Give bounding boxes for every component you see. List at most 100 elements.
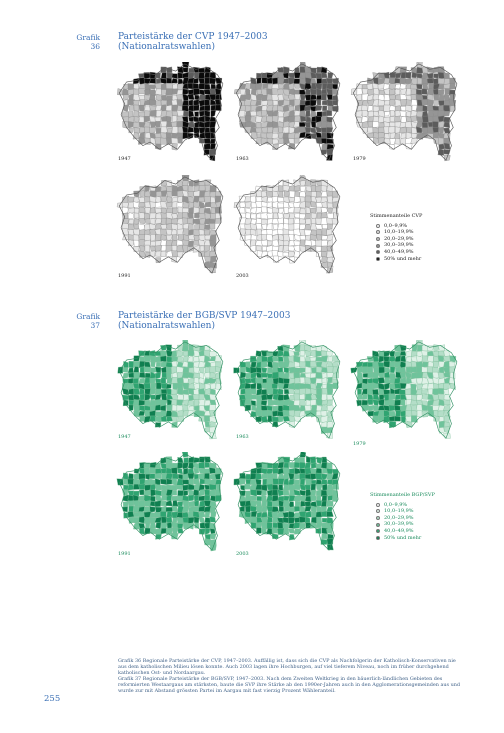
map-municipality (399, 126, 407, 134)
map-municipality (139, 415, 145, 422)
map-municipality (182, 228, 190, 236)
map-municipality (256, 527, 262, 534)
map-municipality (127, 207, 135, 214)
map-municipality (255, 239, 263, 247)
map-municipality (143, 116, 150, 123)
map-municipality (421, 377, 429, 385)
map-municipality (128, 219, 134, 224)
legend-item: 30,0–39,9% (370, 521, 435, 528)
map-municipality (160, 500, 167, 507)
map-municipality (304, 350, 312, 357)
map-municipality (138, 250, 146, 258)
map-municipality (293, 245, 301, 252)
map-municipality (154, 483, 162, 491)
map-municipality (383, 382, 391, 390)
map-municipality (372, 121, 379, 128)
map-municipality (315, 372, 323, 379)
map-municipality (128, 239, 135, 247)
map-municipality (298, 201, 306, 209)
map-municipality (165, 66, 173, 74)
map-municipality (443, 72, 450, 80)
map-municipality (433, 99, 440, 106)
map-municipality (193, 467, 199, 475)
map-municipality (377, 398, 385, 407)
map-municipality (309, 99, 317, 107)
map-municipality (271, 132, 279, 139)
map-municipality (293, 351, 300, 357)
map-municipality (149, 522, 156, 530)
map-municipality (182, 350, 190, 358)
map-municipality (288, 245, 296, 252)
legend-title: Stimmenanteile BGP/SVP (370, 492, 435, 498)
map-municipality (133, 83, 140, 90)
map-municipality (198, 462, 205, 469)
title-line-2: (Nationalratswahlen) (118, 321, 215, 331)
map-municipality (194, 94, 200, 101)
map-municipality (293, 83, 301, 89)
map-municipality (209, 229, 217, 236)
legend-label: 40,0–49,9% (384, 248, 414, 255)
map-municipality (199, 245, 205, 252)
map-municipality (127, 500, 135, 507)
map-municipality (304, 121, 311, 129)
map-municipality (271, 489, 279, 496)
map-municipality (149, 377, 156, 384)
map-municipality (321, 71, 328, 79)
map-municipality (355, 110, 364, 118)
map-municipality (309, 234, 318, 241)
map-municipality (210, 110, 216, 118)
map-municipality (427, 350, 434, 357)
map-municipality (293, 72, 301, 79)
map-municipality (266, 516, 273, 524)
map-municipality (166, 404, 173, 412)
map-municipality (155, 110, 163, 117)
map-municipality (320, 212, 328, 219)
map-municipality (165, 82, 173, 90)
map-municipality (406, 88, 412, 96)
map-municipality (288, 361, 295, 368)
legend-swatch (376, 522, 380, 527)
map-municipality (415, 377, 423, 385)
map-municipality (149, 473, 156, 479)
map-municipality (138, 202, 146, 208)
map-municipality (160, 251, 167, 257)
map-municipality (161, 190, 168, 198)
legend-label: 30,0–39,9% (384, 521, 414, 528)
map-municipality (326, 110, 333, 116)
map-municipality (266, 201, 273, 208)
svp-year-2003: 2003 (236, 551, 249, 557)
map-municipality (204, 218, 210, 225)
canton-outline (235, 176, 341, 274)
map-municipality (267, 218, 274, 225)
map-municipality (282, 213, 291, 219)
map-municipality (149, 506, 156, 513)
map-municipality (299, 245, 306, 253)
map-municipality (187, 190, 195, 197)
legend-label: 40,0–49,9% (384, 527, 414, 534)
map-municipality (426, 372, 434, 379)
map-municipality (411, 104, 418, 111)
map-municipality (298, 218, 306, 224)
map-municipality (390, 110, 396, 117)
map-municipality (299, 131, 306, 139)
map-municipality (209, 467, 217, 474)
map-municipality (198, 383, 205, 391)
map-municipality (122, 121, 130, 129)
map-municipality (187, 82, 194, 90)
map-municipality (326, 127, 334, 134)
map-municipality (171, 190, 179, 197)
map-municipality (266, 223, 273, 230)
map-municipality (361, 110, 369, 117)
map-municipality (399, 382, 408, 389)
map-municipality (210, 388, 216, 396)
map-municipality (288, 501, 295, 508)
map-municipality (320, 261, 329, 269)
canton-outline (118, 341, 224, 439)
map-municipality (443, 421, 451, 428)
map-municipality (272, 212, 279, 219)
map-municipality (293, 250, 300, 258)
map-municipality (394, 394, 402, 401)
map-municipality (315, 468, 322, 474)
map-municipality (160, 229, 168, 236)
cvp-year-2003: 2003 (236, 273, 249, 279)
